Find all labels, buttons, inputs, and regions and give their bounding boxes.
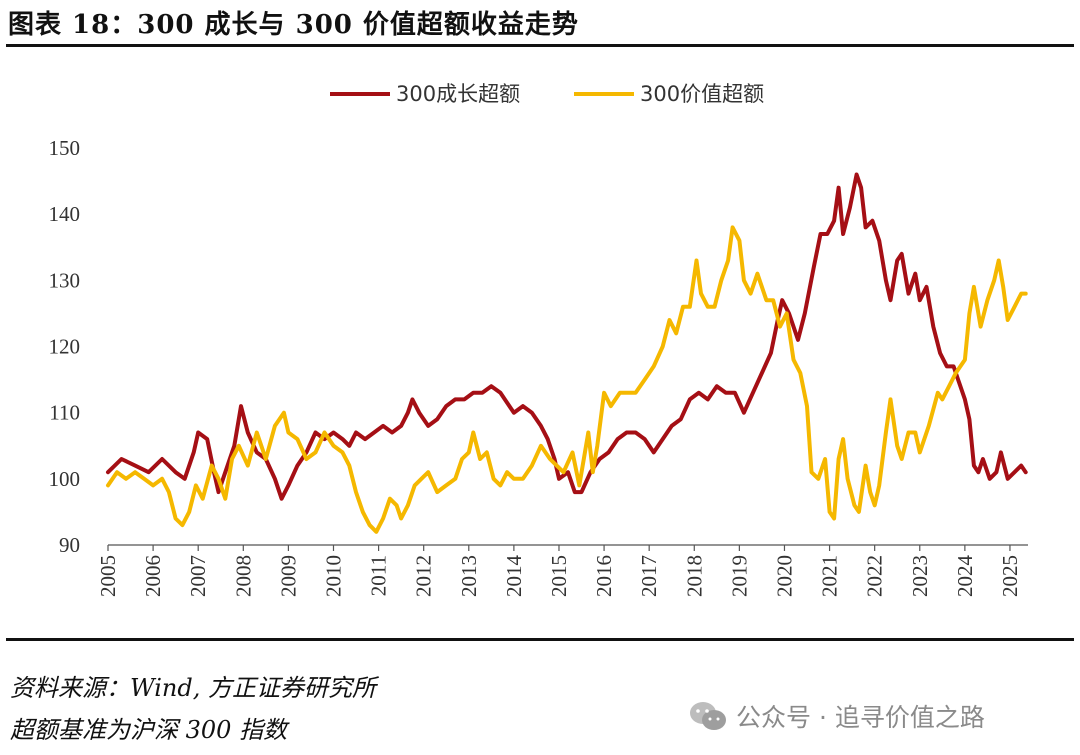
x-tick-label: 2009 (276, 555, 300, 597)
wechat-icon (688, 700, 728, 732)
line-chart: 300成长超额 300价值超额 90 100 110 120 130 140 150 2005… (49, 82, 1028, 598)
y-tick-label: 100 (49, 467, 81, 491)
x-tick-label: 2007 (186, 555, 210, 597)
legend-label-1: 300成长超额 (396, 82, 520, 106)
watermark-text: 公众号 · 追寻价值之路 (736, 703, 985, 732)
source-note: 资料来源：Wind, 方正证券研究所 (10, 674, 376, 702)
x-axis: 2005 2006 2007 2008 2009 2010 2011 2012 2013 2014… (96, 544, 1028, 598)
x-tick-label: 2021 (818, 555, 842, 597)
x-tick-label: 2008 (231, 555, 255, 597)
y-tick-label: 90 (59, 533, 80, 557)
y-tick-label: 150 (49, 136, 81, 160)
x-tick-label: 2014 (502, 555, 526, 598)
x-tick-label: 2025 (998, 555, 1022, 597)
benchmark-note: 超额基准为沪深 300 指数 (10, 716, 288, 744)
x-tick-label: 2011 (367, 555, 391, 596)
x-tick-label: 2010 (321, 555, 345, 597)
x-tick-label: 2020 (772, 555, 796, 597)
footer-divider (6, 638, 1074, 641)
y-tick-label: 130 (49, 268, 81, 292)
chart-legend: 300成长超额 300价值超额 (330, 82, 764, 106)
y-axis: 90 100 110 120 130 140 150 (49, 136, 81, 557)
x-tick-label: 2016 (592, 555, 616, 597)
x-tick-label: 2018 (682, 555, 706, 597)
x-tick-label: 2017 (637, 555, 661, 597)
x-tick-label: 2015 (547, 555, 571, 597)
plot-area (106, 172, 1028, 534)
x-tick-label: 2022 (863, 555, 887, 597)
x-tick-label: 2024 (953, 555, 977, 598)
y-tick-label: 110 (49, 401, 80, 425)
x-tick-label: 2006 (141, 555, 165, 597)
y-tick-label: 140 (49, 202, 81, 226)
x-tick-label: 2012 (412, 555, 436, 597)
legend-label-2: 300价值超额 (640, 82, 764, 106)
series-line-2 (106, 225, 1028, 534)
watermark: 公众号 · 追寻价值之路 (688, 696, 1058, 736)
x-tick-label: 2019 (727, 555, 751, 597)
x-tick-label: 2005 (96, 555, 120, 597)
page-title: 图表 18：300 成长与 300 价值超额收益走势 (8, 10, 579, 40)
series-line-1 (106, 172, 1028, 501)
title-divider (6, 44, 1074, 47)
x-tick-label: 2013 (457, 555, 481, 597)
x-tick-label: 2023 (908, 555, 932, 597)
y-tick-label: 120 (49, 335, 81, 359)
